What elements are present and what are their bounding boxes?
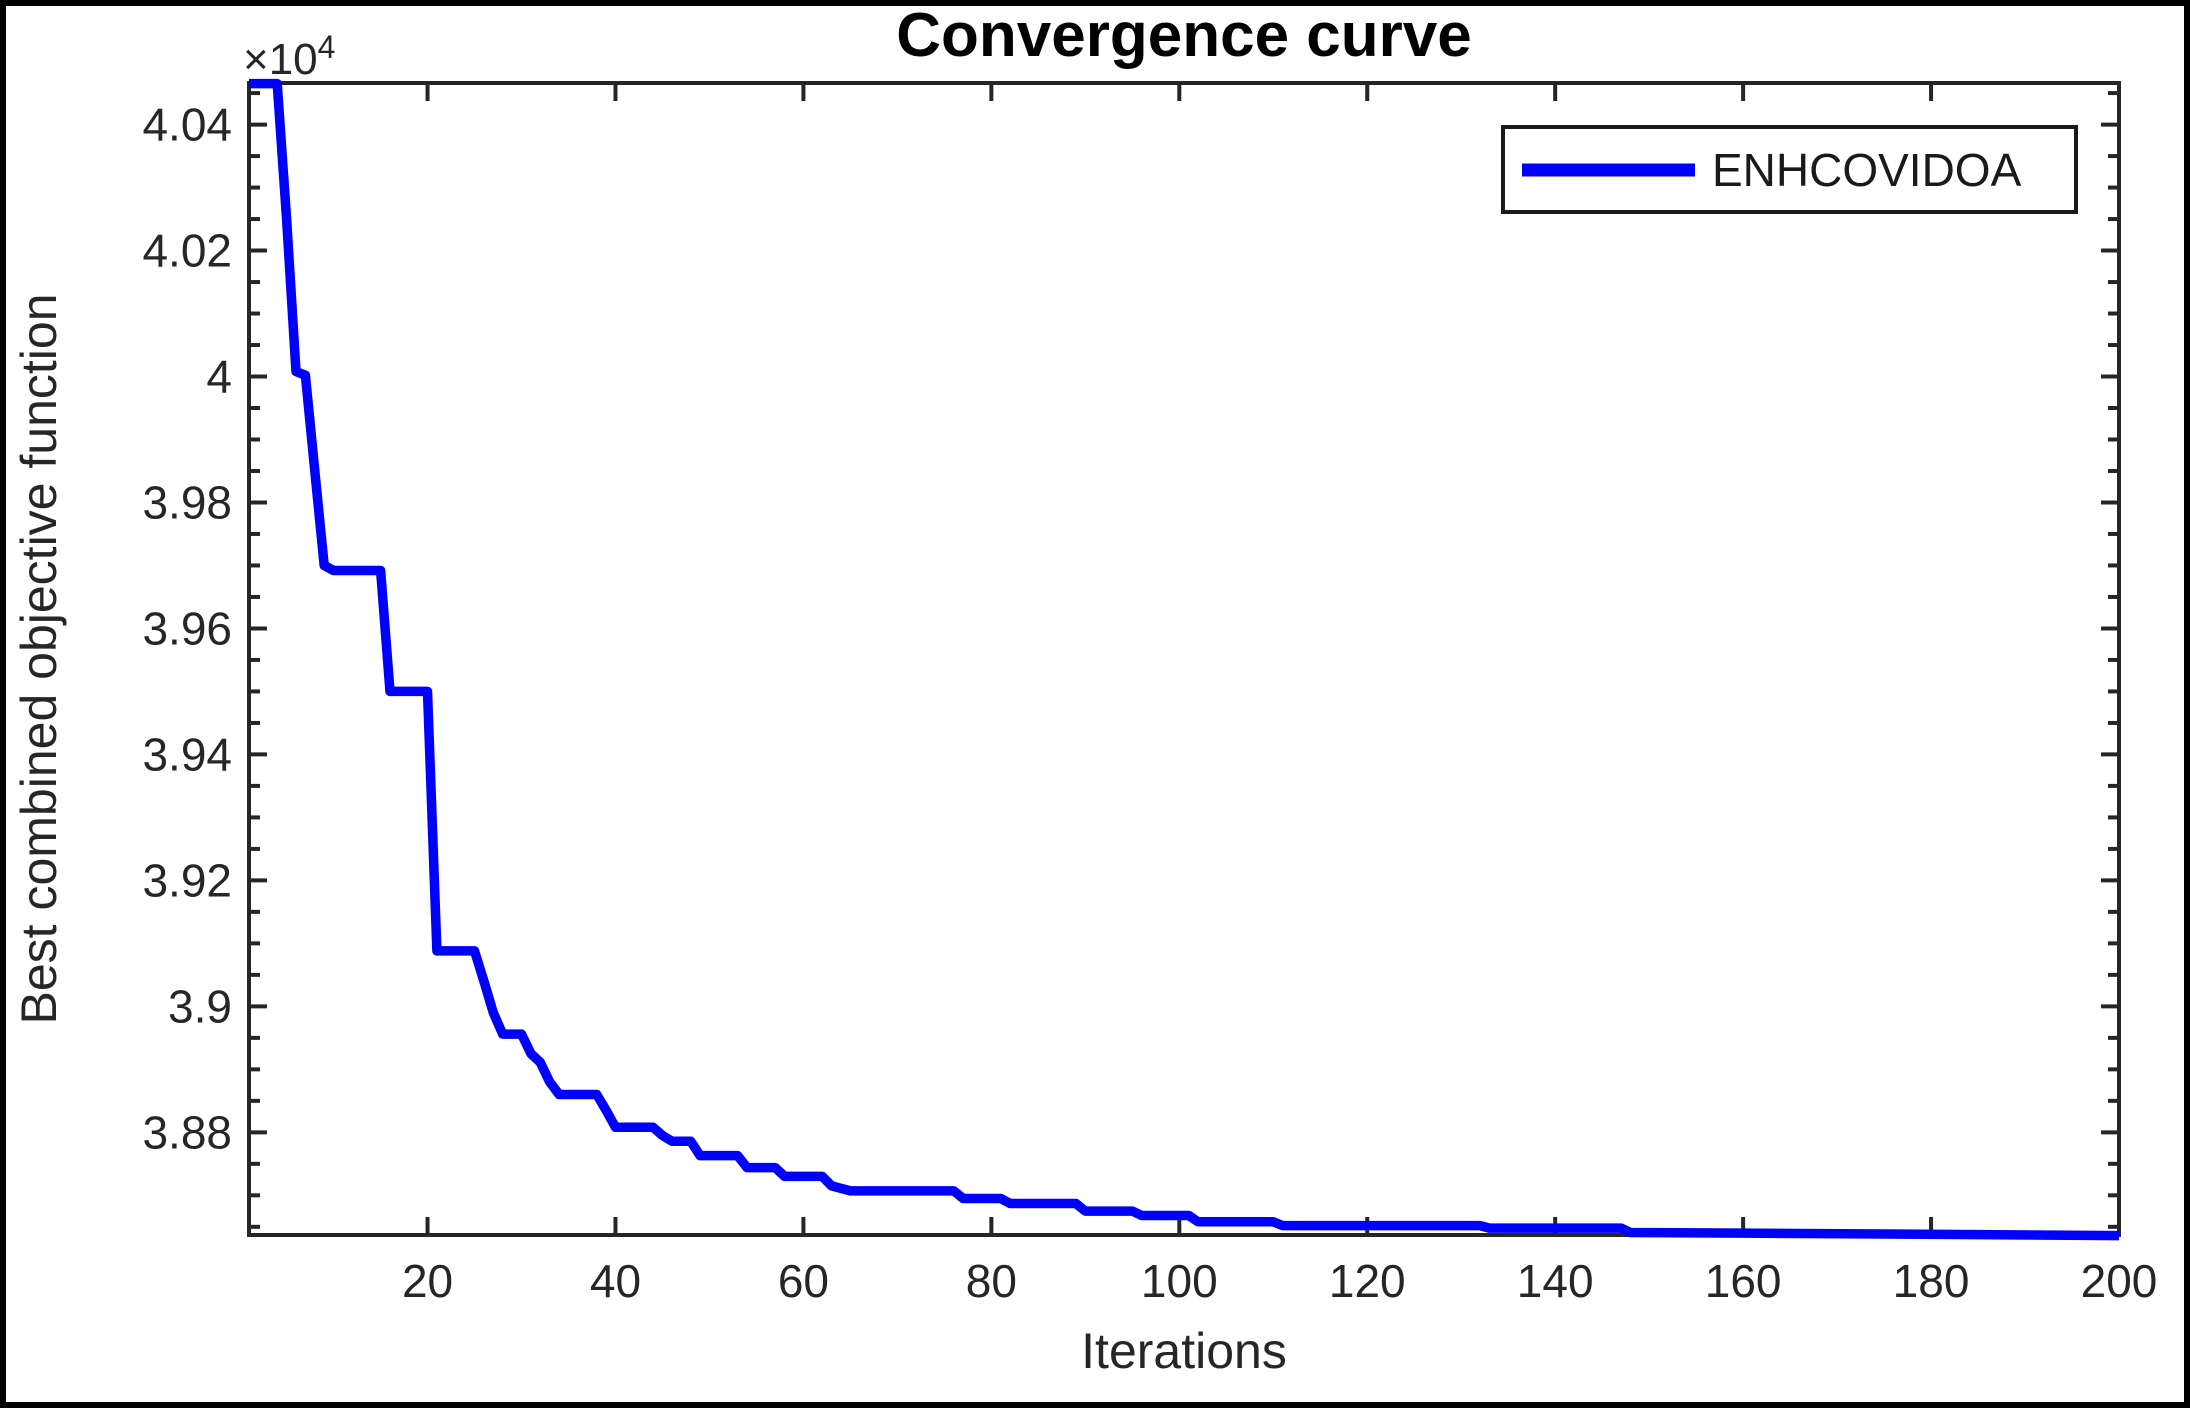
x-tick-label: 140 xyxy=(1517,1255,1594,1307)
x-tick-label: 200 xyxy=(2081,1255,2158,1307)
y-tick-label: 3.94 xyxy=(142,728,232,780)
plot-box xyxy=(247,81,2121,1237)
x-tick-label: 180 xyxy=(1893,1255,1970,1307)
x-tick-label: 60 xyxy=(778,1255,829,1307)
legend: ENHCOVIDOA xyxy=(1501,125,2078,214)
y-tick-label: 4.02 xyxy=(142,225,232,277)
series-layer xyxy=(249,78,2120,1241)
chart-title: Convergence curve xyxy=(896,1,1471,70)
y-tick-label: 3.88 xyxy=(142,1106,232,1158)
y-axis-label: Best combined objective function xyxy=(11,294,67,1025)
axes-layer xyxy=(247,81,2121,1237)
tick-label-layer: 20 40 60 80 100 120 140 160 180 200 3.88 3.9 3.92 3.9… xyxy=(142,99,2157,1307)
x-tick-label: 160 xyxy=(1705,1255,1782,1307)
x-tick-label: 20 xyxy=(402,1255,453,1307)
y-tick-label: 4.04 xyxy=(142,99,232,151)
x-tick-label: 120 xyxy=(1329,1255,1406,1307)
x-axis-label: Iterations xyxy=(1081,1323,1287,1379)
convergence-curve xyxy=(249,78,2120,1241)
y-tick-label: 3.98 xyxy=(142,476,232,528)
x-tick-label: 100 xyxy=(1141,1255,1218,1307)
y-tick-label: 4 xyxy=(206,351,232,403)
y-axis-multiplier: ×104 xyxy=(243,29,335,84)
x-tick-label: 40 xyxy=(590,1255,641,1307)
x-tick-label: 80 xyxy=(966,1255,1017,1307)
y-tick-label: 3.96 xyxy=(142,602,232,654)
legend-entry-label: ENHCOVIDOA xyxy=(1712,144,2022,196)
y-tick-label: 3.92 xyxy=(142,854,232,906)
y-axis-multiplier-base: ×10 xyxy=(243,35,318,84)
y-tick-label: 3.9 xyxy=(168,980,232,1032)
y-axis-multiplier-exponent: 4 xyxy=(318,29,336,65)
